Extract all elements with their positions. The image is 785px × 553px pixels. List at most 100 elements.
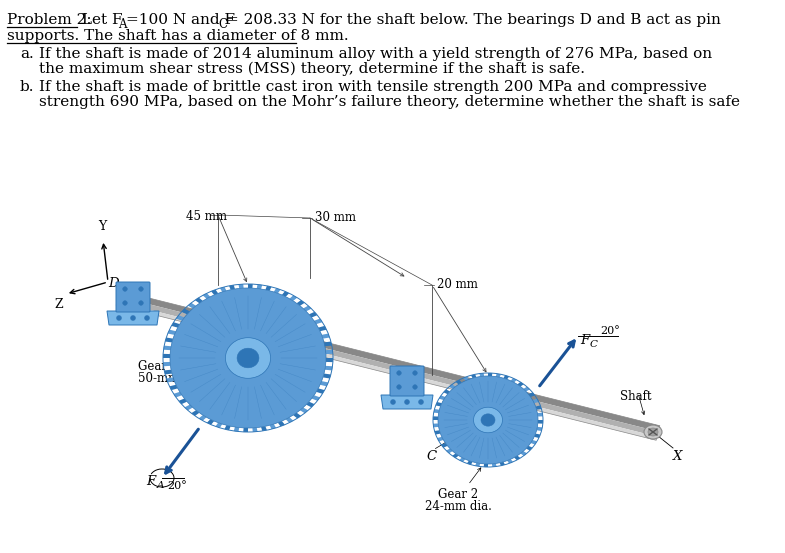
- Polygon shape: [234, 427, 239, 431]
- Polygon shape: [163, 354, 170, 358]
- Polygon shape: [166, 377, 174, 383]
- Polygon shape: [475, 463, 480, 466]
- Text: Let F: Let F: [77, 13, 122, 27]
- Polygon shape: [322, 333, 330, 338]
- Polygon shape: [229, 285, 235, 290]
- Polygon shape: [117, 296, 659, 437]
- Polygon shape: [274, 288, 280, 293]
- Polygon shape: [220, 287, 226, 292]
- Polygon shape: [484, 464, 488, 467]
- Ellipse shape: [644, 425, 662, 439]
- Text: If the shaft is made of brittle cast iron with tensile strength 200 MPa and comp: If the shaft is made of brittle cast iro…: [39, 80, 706, 94]
- Polygon shape: [463, 377, 469, 381]
- Polygon shape: [455, 380, 462, 384]
- Polygon shape: [452, 453, 458, 458]
- Polygon shape: [459, 457, 466, 462]
- Polygon shape: [282, 291, 289, 297]
- Polygon shape: [326, 358, 333, 362]
- Polygon shape: [507, 459, 513, 463]
- FancyBboxPatch shape: [390, 366, 424, 396]
- Text: Y: Y: [98, 220, 106, 233]
- Polygon shape: [535, 405, 542, 410]
- Polygon shape: [488, 373, 492, 376]
- Circle shape: [390, 399, 396, 404]
- Text: A: A: [157, 481, 165, 490]
- Polygon shape: [181, 309, 190, 314]
- Circle shape: [396, 385, 401, 389]
- FancyBboxPatch shape: [116, 282, 150, 312]
- Polygon shape: [173, 392, 182, 398]
- Polygon shape: [492, 463, 497, 467]
- Text: B: B: [413, 367, 423, 380]
- Polygon shape: [538, 413, 543, 416]
- Text: a.: a.: [20, 47, 34, 61]
- Polygon shape: [511, 378, 517, 383]
- Polygon shape: [316, 388, 324, 394]
- Polygon shape: [467, 461, 473, 465]
- Polygon shape: [119, 291, 660, 431]
- Polygon shape: [203, 293, 210, 299]
- Text: = 208.33 N for the shaft below. The bearings D and B act as pin: = 208.33 N for the shaft below. The bear…: [226, 13, 721, 27]
- Ellipse shape: [648, 428, 658, 436]
- Text: 45 mm: 45 mm: [186, 210, 227, 223]
- Polygon shape: [261, 426, 267, 431]
- Polygon shape: [437, 437, 444, 441]
- Polygon shape: [192, 410, 199, 416]
- Polygon shape: [446, 448, 453, 453]
- Polygon shape: [215, 422, 222, 428]
- Text: C: C: [590, 340, 598, 349]
- Polygon shape: [269, 424, 276, 429]
- Circle shape: [396, 371, 401, 375]
- Polygon shape: [265, 286, 272, 291]
- Polygon shape: [243, 428, 248, 432]
- Polygon shape: [176, 315, 184, 321]
- Polygon shape: [471, 374, 476, 378]
- Polygon shape: [500, 462, 505, 466]
- Polygon shape: [531, 440, 537, 445]
- Polygon shape: [436, 402, 442, 406]
- Polygon shape: [323, 374, 330, 378]
- Text: A: A: [118, 18, 126, 31]
- Polygon shape: [381, 395, 433, 409]
- Text: =100 N and F: =100 N and F: [126, 13, 235, 27]
- Polygon shape: [195, 298, 203, 303]
- Polygon shape: [199, 415, 206, 421]
- Polygon shape: [188, 303, 196, 309]
- Text: b.: b.: [20, 80, 35, 94]
- Polygon shape: [318, 326, 327, 331]
- Circle shape: [130, 316, 136, 321]
- Polygon shape: [325, 366, 333, 371]
- Polygon shape: [449, 384, 455, 389]
- Circle shape: [413, 385, 418, 389]
- Text: Gear 1: Gear 1: [138, 360, 178, 373]
- Polygon shape: [257, 284, 262, 289]
- Polygon shape: [164, 370, 172, 374]
- Circle shape: [418, 399, 423, 404]
- Polygon shape: [309, 312, 317, 317]
- Text: 30 mm: 30 mm: [315, 211, 356, 224]
- Text: supports. The shaft has a diameter of 8 mm.: supports. The shaft has a diameter of 8 …: [7, 29, 349, 43]
- Circle shape: [404, 399, 410, 404]
- Ellipse shape: [170, 288, 326, 428]
- Polygon shape: [496, 374, 501, 377]
- Text: strength 690 MPa, based on the Mohr’s failure theory, determine whether the shaf: strength 690 MPa, based on the Mohr’s fa…: [39, 95, 740, 109]
- Polygon shape: [433, 424, 439, 427]
- Polygon shape: [514, 456, 520, 460]
- Polygon shape: [211, 290, 218, 295]
- Polygon shape: [520, 451, 527, 456]
- Text: 50-mm dia.: 50-mm dia.: [138, 372, 205, 385]
- Polygon shape: [170, 385, 177, 390]
- Polygon shape: [326, 349, 333, 354]
- Polygon shape: [526, 446, 532, 451]
- Polygon shape: [290, 295, 298, 301]
- Polygon shape: [538, 420, 543, 424]
- Polygon shape: [278, 421, 285, 426]
- Circle shape: [122, 301, 127, 305]
- Polygon shape: [306, 401, 315, 408]
- Polygon shape: [300, 408, 308, 413]
- Polygon shape: [524, 387, 530, 392]
- Text: Z: Z: [55, 298, 64, 311]
- Polygon shape: [293, 413, 301, 419]
- Polygon shape: [163, 362, 170, 366]
- Text: If the shaft is made of 2014 aluminum alloy with a yield strength of 276 MPa, ba: If the shaft is made of 2014 aluminum al…: [39, 47, 712, 61]
